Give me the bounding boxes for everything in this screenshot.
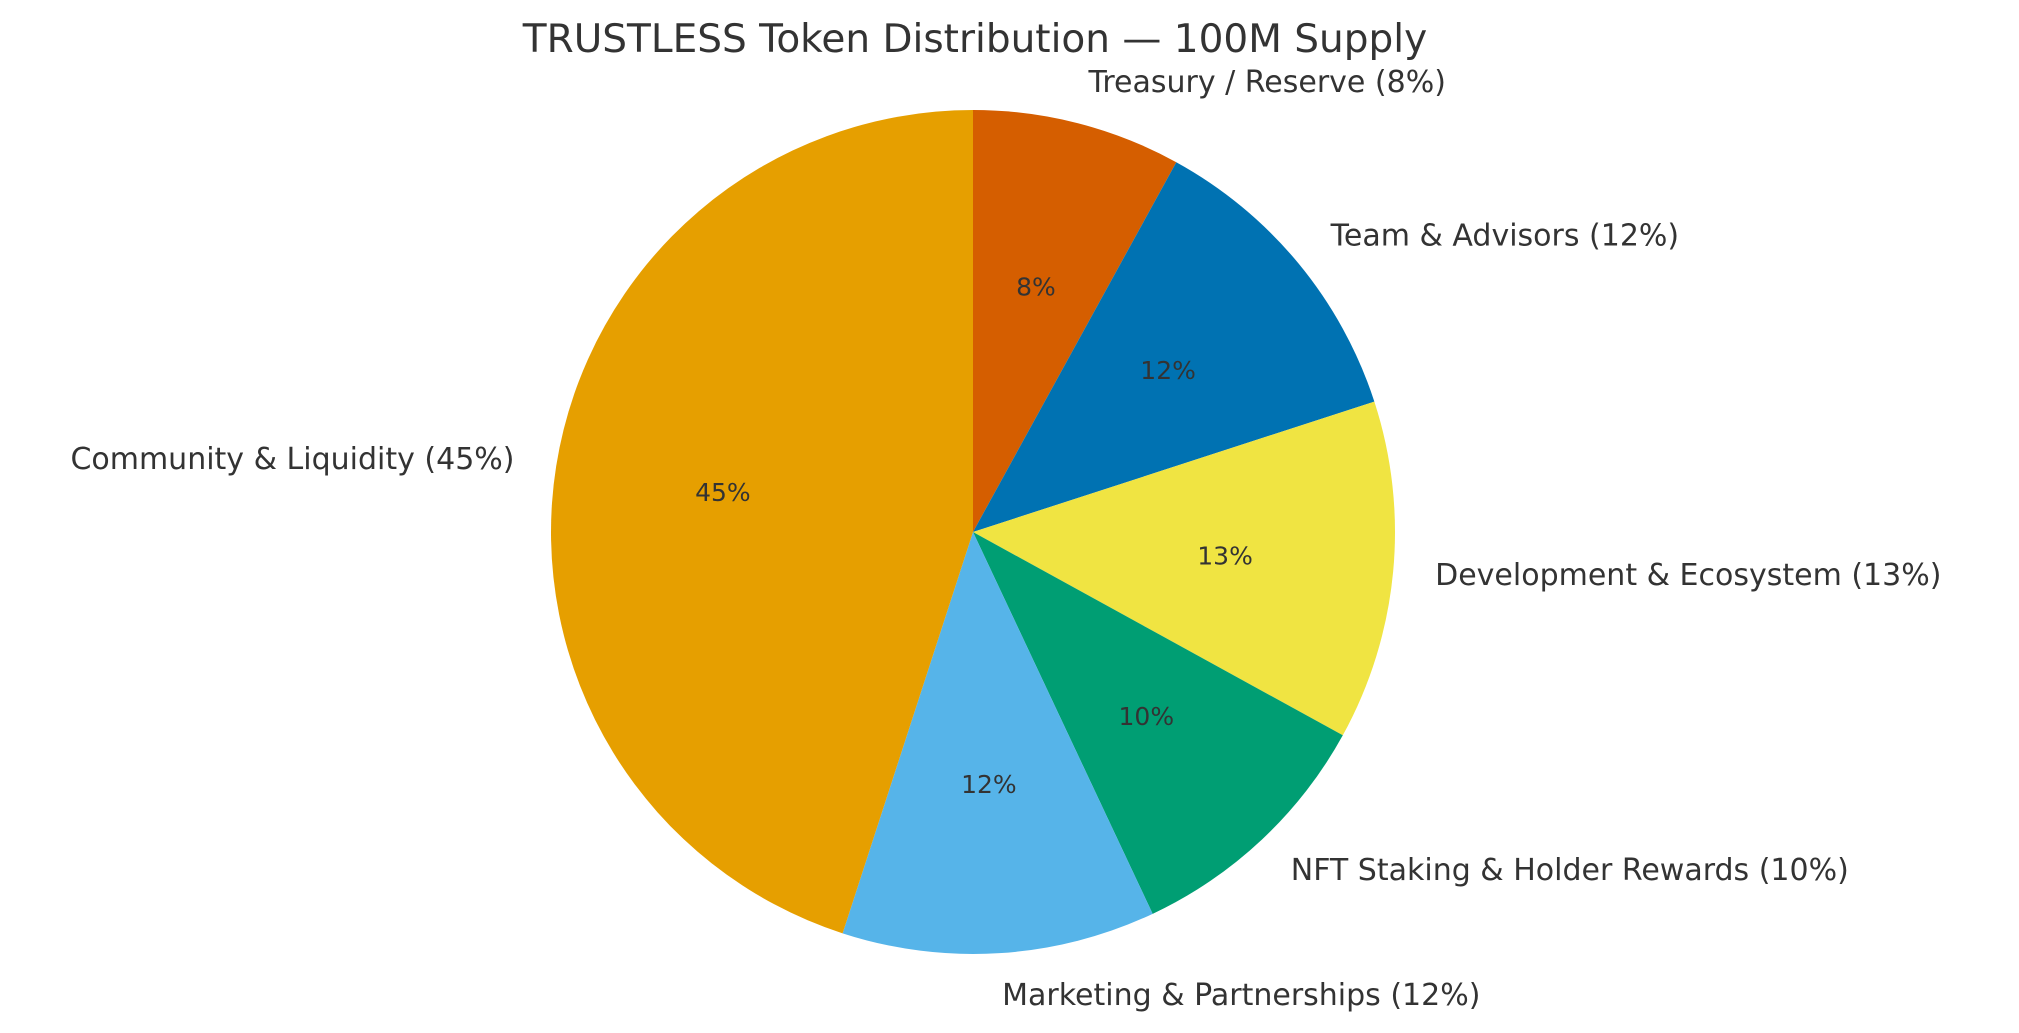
slice-label-marketing-and-partnerships: Marketing & Partnerships (12%) xyxy=(1002,978,1480,1013)
slice-label-development-and-ecosystem: Development & Ecosystem (13%) xyxy=(1435,558,1941,593)
percent-label-team-and-advisors: 12% xyxy=(1140,356,1196,385)
pie-slice-treasury-reserve xyxy=(973,110,1177,532)
percent-labels: 8% 12% 13% 10% 12% 45% xyxy=(695,272,1253,799)
pie-slice-marketing-and-partnerships xyxy=(842,532,1153,954)
pie-slice-community-and-liquidity xyxy=(551,110,973,934)
percent-label-development-and-ecosystem: 13% xyxy=(1197,541,1253,570)
pie-slice-team-and-advisors xyxy=(973,162,1375,532)
pie-slice-nft-staking-and-holder-rewards xyxy=(973,532,1343,914)
slice-label-team-and-advisors: Team & Advisors (12%) xyxy=(1330,219,1679,254)
percent-label-treasury-reserve: 8% xyxy=(1016,272,1056,301)
slice-labels: Treasury / Reserve (8%) Team & Advisors (… xyxy=(70,65,1941,1013)
slice-label-nft-staking-and-holder-rewards: NFT Staking & Holder Rewards (10%) xyxy=(1291,853,1849,888)
chart-title: TRUSTLESS Token Distribution — 100M Supp… xyxy=(522,17,1427,62)
slice-label-community-and-liquidity: Community & Liquidity (45%) xyxy=(70,442,514,477)
percent-label-community-and-liquidity: 45% xyxy=(695,478,751,507)
pie-slices xyxy=(551,110,1395,954)
percent-label-marketing-and-partnerships: 12% xyxy=(961,770,1017,799)
slice-label-treasury-reserve: Treasury / Reserve (8%) xyxy=(1087,65,1445,100)
percent-label-nft-staking-and-holder-rewards: 10% xyxy=(1119,702,1175,731)
pie-slice-development-and-ecosystem xyxy=(973,401,1395,736)
